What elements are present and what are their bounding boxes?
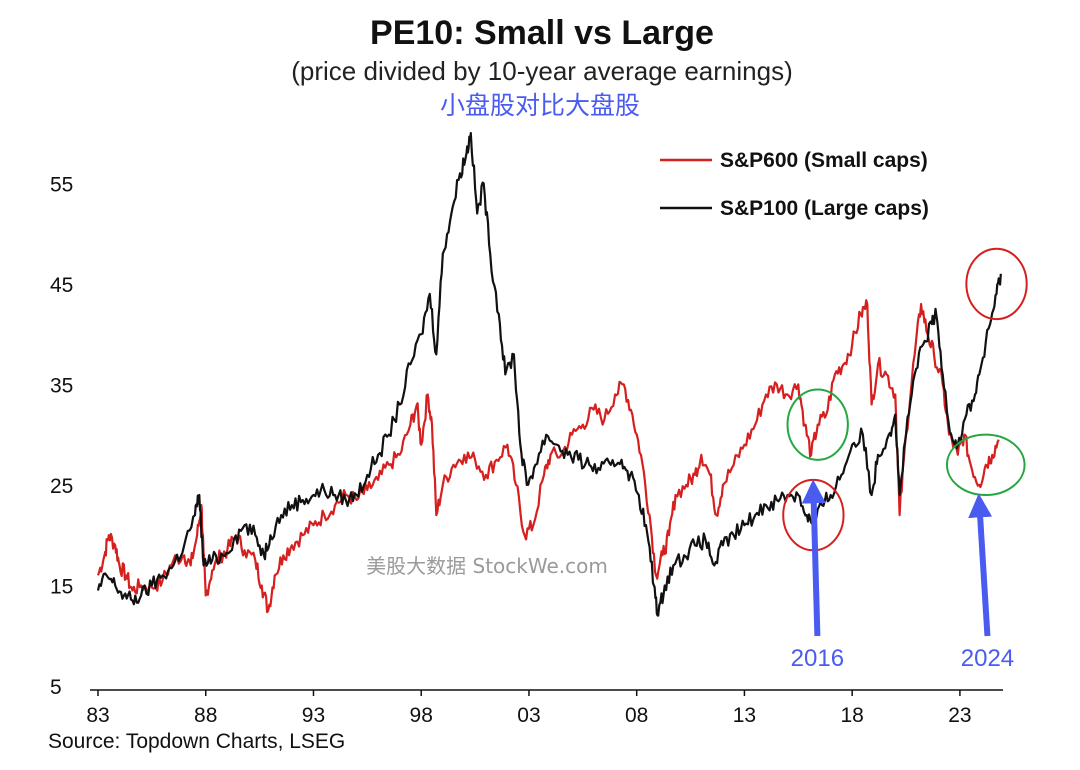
highlight-circle	[786, 388, 849, 461]
x-tick-label: 08	[625, 704, 648, 727]
annotation-label-2016: 2016	[791, 645, 844, 672]
source-note: Source: Topdown Charts, LSEG	[48, 730, 345, 753]
x-tick-label: 03	[517, 704, 540, 727]
y-tick-label: 15	[50, 575, 73, 598]
x-tick-label: 98	[410, 704, 433, 727]
legend-label-small-caps: S&P600 (Small caps)	[720, 149, 928, 172]
legend: S&P600 (Small caps) S&P100 (Large caps)	[660, 149, 929, 220]
chart-title: PE10: Small vs Large	[370, 14, 714, 52]
x-axis: 83 88 93 98 03 08 13 18 23	[86, 690, 972, 727]
legend-label-large-caps: S&P100 (Large caps)	[720, 197, 929, 220]
x-tick-label: 93	[302, 704, 325, 727]
x-tick-label: 88	[194, 704, 217, 727]
highlight-circle	[965, 247, 1028, 321]
watermark: 美股大数据 StockWe.com	[366, 554, 608, 578]
x-tick-label: 13	[733, 704, 756, 727]
x-tick-label: 83	[86, 704, 109, 727]
x-tick-label: 23	[948, 704, 971, 727]
highlight-layer	[782, 247, 1028, 552]
x-tick-label: 18	[840, 704, 863, 727]
annotation-layer: 2016 2024	[791, 479, 1014, 672]
y-tick-label: 55	[50, 173, 73, 196]
y-axis: 5 15 25 35 45 55	[50, 173, 73, 699]
annotation-label-2024: 2024	[961, 645, 1014, 672]
series-layer	[96, 132, 1002, 617]
annotation-arrow-2024	[968, 493, 993, 637]
y-tick-label: 45	[50, 274, 73, 297]
y-tick-label: 35	[50, 374, 73, 397]
chart-subtitle: (price divided by 10-year average earnin…	[291, 56, 793, 86]
y-tick-label: 5	[50, 676, 62, 699]
annotation-arrow-2016	[801, 479, 826, 637]
chinese-annotation: 小盘股对比大盘股	[440, 91, 640, 120]
series-line-large-caps	[96, 132, 1002, 617]
y-tick-label: 25	[50, 475, 73, 498]
